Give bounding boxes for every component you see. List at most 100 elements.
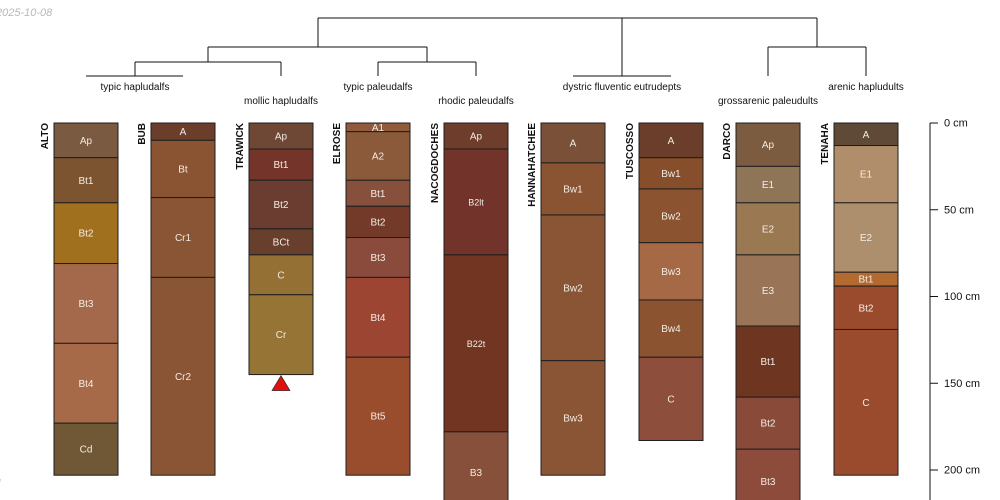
horizon-label: Ap [762,140,775,151]
horizon-label: Bt1 [370,189,385,200]
horizon-nacogdoches-b3 [443,431,509,500]
horizon-label: Bt2 [858,303,873,314]
clade-label: rhodic paleudalfs [438,96,514,107]
profile-name-tuscosso: TUSCOSSO [625,123,636,179]
horizon-label: Bw2 [661,211,681,222]
horizon-tuscosso-bw1 [638,157,704,190]
horizon-label: Bt2 [273,200,288,211]
horizon-hannahatchee-bw3 [540,360,606,476]
horizon-label: Ap [275,132,288,143]
horizon-bub-bt [150,139,216,199]
horizon-label: E3 [762,286,775,297]
horizon-label: Cd [80,445,93,456]
horizon-trawick-bt2 [248,179,314,230]
horizon-label: BCt [273,237,290,248]
horizon-nacogdoches-b2lt [443,148,509,256]
horizon-bub-cr2 [150,276,216,476]
profile-name-nacogdoches: NACOGDOCHES [430,123,441,203]
horizon-label: Ap [80,136,93,147]
profile-name-tenaha: TENAHA [820,123,831,165]
horizon-alto-bt3 [53,263,119,344]
horizon-label: Ap [470,132,483,143]
horizon-label: Bw3 [661,267,681,278]
horizon-elrose-bt5 [345,356,411,476]
horizon-alto-bt4 [53,342,119,424]
clade-label: mollic hapludalfs [244,96,318,107]
horizon-darco-e2 [735,202,801,256]
horizon-label: C [667,394,674,405]
horizon-label: Bt3 [760,477,775,488]
horizon-alto-ap [53,122,119,159]
horizon-tuscosso-bw3 [638,242,704,301]
horizon-label: Bt2 [78,229,93,240]
horizon-label: E2 [762,224,775,235]
horizon-alto-bt2 [53,202,119,265]
horizon-label: B22t [467,339,486,349]
horizon-label: Bt2 [760,419,775,430]
horizon-tenaha-e2 [833,202,899,273]
horizon-label: Bt4 [78,379,93,390]
date-stamp: 2025-10-08 [0,7,53,19]
horizon-label: Bw2 [563,283,583,294]
horizon-tuscosso-bw4 [638,299,704,358]
horizon-label: B3 [470,468,483,479]
horizon-label: A [863,130,870,141]
clade-label: dystric fluventic eutrudepts [563,82,681,93]
horizon-nacogdoches-b22t [443,254,509,433]
profile-name-darco: DARCO [722,123,733,160]
horizon-label: A [668,136,675,147]
horizon-label: A [180,127,187,138]
horizon-label: Bt1 [273,160,288,171]
horizon-elrose-bt4 [345,276,411,358]
horizon-label: Bt3 [78,299,93,310]
depth-axis-tick-label: 50 cm [944,204,974,216]
horizon-alto-bt1 [53,157,119,204]
profile-name-alto: ALTO [40,123,51,150]
horizon-label: Bt1 [760,357,775,368]
profile-name-bub: BUB [137,123,148,145]
horizon-trawick-c [248,254,314,296]
horizon-darco-bt1 [735,325,801,398]
horizon-label: Bw1 [563,184,583,195]
horizon-label: Bt2 [370,217,385,228]
horizon-label: A [570,138,577,149]
horizon-label: Bt4 [370,313,385,324]
horizon-trawick-cr [248,294,314,376]
horizon-hannahatchee-bw2 [540,214,606,362]
clade-label: typic paleudalfs [344,82,413,93]
horizon-label: Cr2 [175,372,192,383]
profile-name-elrose: ELROSE [332,123,343,164]
horizon-darco-e1 [735,165,801,204]
horizon-label: Bt1 [78,176,93,187]
horizon-alto-cd [53,422,119,476]
depth-axis-tick-label: 0 cm [944,118,968,130]
horizon-label: B2lt [468,197,484,207]
horizon-tenaha-c [833,328,899,476]
horizon-label: Bw4 [661,324,681,335]
horizon-trawick-bt1 [248,148,314,181]
horizon-label: Bt1 [858,275,873,286]
depth-axis-tick-label: 150 cm [944,378,980,390]
depth-axis-tick-label: 100 cm [944,291,980,303]
horizon-label: A1 [372,123,385,134]
horizon-label: Bw1 [661,169,681,180]
profile-name-hannahatchee: HANNAHATCHEE [527,123,538,207]
horizon-label: Bw3 [563,413,583,424]
clade-label: typic hapludalfs [101,82,170,93]
horizon-label: A2 [372,151,385,162]
bottom-marker-triangle [271,374,291,391]
horizon-label: C [862,398,869,409]
horizon-elrose-bt2 [345,205,411,239]
horizon-darco-e3 [735,254,801,327]
horizon-label: Bt3 [370,253,385,264]
clade-label: arenic hapludults [828,82,904,93]
depth-axis-tick-label: 200 cm [944,465,980,477]
horizon-label: E2 [860,233,873,244]
horizon-label: C [277,270,284,281]
clade-label: grossarenic paleudults [718,96,818,107]
horizon-darco-bt3 [735,448,801,500]
horizon-tenaha-bt2 [833,285,899,330]
horizon-tuscosso-c [638,356,704,442]
horizon-bub-cr1 [150,197,216,278]
